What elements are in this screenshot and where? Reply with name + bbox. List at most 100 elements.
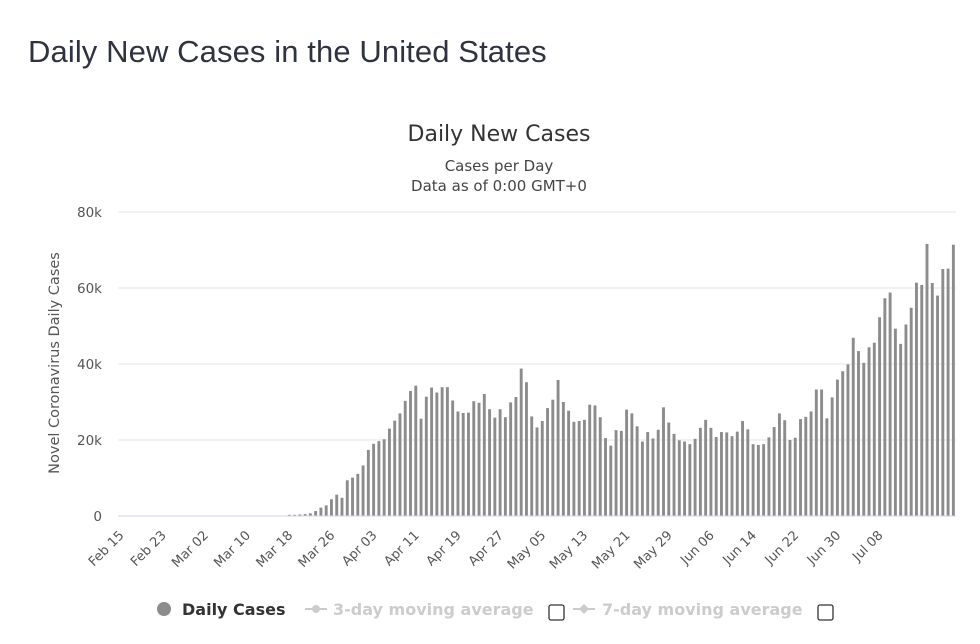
bar[interactable] [936, 295, 939, 516]
legend-checkbox-7-day[interactable] [817, 604, 834, 621]
bar[interactable] [925, 243, 929, 517]
bar[interactable] [741, 421, 744, 516]
bar[interactable] [646, 432, 650, 516]
bar[interactable] [398, 413, 402, 516]
bar[interactable] [330, 499, 333, 516]
bar[interactable] [582, 419, 586, 516]
bar[interactable] [335, 494, 339, 516]
bar[interactable] [899, 343, 903, 516]
bar[interactable] [893, 328, 897, 516]
bar[interactable] [693, 438, 697, 516]
bar[interactable] [287, 514, 291, 516]
bar[interactable] [430, 387, 434, 516]
bar[interactable] [772, 427, 776, 516]
bar[interactable] [503, 417, 507, 516]
bar[interactable] [930, 283, 934, 516]
bar[interactable] [857, 351, 860, 516]
bar[interactable] [793, 437, 797, 516]
bar[interactable] [614, 430, 618, 516]
bar[interactable] [530, 416, 534, 516]
bar[interactable] [888, 292, 892, 516]
bar[interactable] [345, 480, 349, 516]
bar[interactable] [799, 419, 802, 516]
bar[interactable] [435, 392, 439, 517]
bar[interactable] [314, 511, 318, 516]
bar[interactable] [535, 427, 539, 516]
bar[interactable] [698, 427, 702, 516]
legend-checkbox-3-day[interactable] [548, 604, 565, 621]
bar[interactable] [788, 440, 792, 516]
bar[interactable] [835, 379, 839, 516]
bar[interactable] [667, 422, 671, 516]
bar[interactable] [598, 417, 602, 516]
bar[interactable] [567, 410, 571, 516]
bar[interactable] [419, 418, 423, 516]
bar[interactable] [361, 465, 365, 516]
bar[interactable] [756, 444, 760, 516]
bar[interactable] [688, 444, 692, 516]
bar[interactable] [951, 244, 955, 516]
bar[interactable] [488, 409, 492, 516]
bar[interactable] [551, 399, 555, 516]
bar[interactable] [308, 513, 312, 516]
bar[interactable] [662, 407, 665, 516]
bar[interactable] [672, 433, 676, 516]
bar[interactable] [509, 402, 513, 516]
bar[interactable] [767, 437, 771, 516]
bar[interactable] [920, 284, 924, 516]
bar[interactable] [572, 421, 576, 516]
bar[interactable] [630, 413, 634, 516]
bar[interactable] [451, 400, 455, 516]
bar[interactable] [377, 441, 381, 516]
bar[interactable] [540, 421, 544, 516]
bar[interactable] [556, 379, 560, 516]
bar[interactable] [720, 432, 723, 516]
bar[interactable] [498, 409, 502, 516]
bar[interactable] [751, 444, 755, 516]
bar[interactable] [820, 389, 824, 516]
bar[interactable] [461, 413, 465, 516]
bar[interactable] [366, 449, 370, 516]
bar[interactable] [640, 441, 644, 516]
bar[interactable] [604, 438, 607, 516]
bar[interactable] [814, 389, 818, 516]
bar[interactable] [777, 413, 781, 516]
bar[interactable] [609, 445, 613, 516]
legend-item-3-day-average[interactable]: 3-day moving average [305, 600, 534, 619]
bar[interactable] [514, 397, 518, 516]
bar[interactable] [472, 401, 476, 516]
legend-item-7-day-average[interactable]: 7-day moving average [573, 600, 803, 619]
bar[interactable] [293, 514, 297, 516]
bar[interactable] [414, 385, 418, 516]
bar[interactable] [867, 347, 871, 516]
bar[interactable] [883, 298, 887, 516]
bar[interactable] [904, 324, 908, 516]
bar[interactable] [709, 427, 713, 516]
bar[interactable] [830, 397, 834, 516]
bar[interactable] [725, 432, 729, 516]
bar[interactable] [872, 342, 876, 516]
bar[interactable] [588, 404, 592, 516]
bar[interactable] [456, 411, 460, 517]
legend-item-daily-cases[interactable]: Daily Cases [157, 600, 285, 619]
bar[interactable] [735, 431, 739, 516]
bar[interactable] [762, 444, 766, 516]
bar[interactable] [519, 368, 523, 516]
bar[interactable] [683, 441, 687, 516]
bar[interactable] [862, 362, 866, 516]
bar[interactable] [619, 430, 623, 516]
bar[interactable] [382, 439, 386, 516]
bar[interactable] [409, 390, 412, 516]
bar[interactable] [356, 473, 360, 516]
bar[interactable] [915, 282, 918, 516]
bar[interactable] [730, 436, 734, 516]
bar[interactable] [941, 269, 945, 516]
bar[interactable] [783, 420, 787, 516]
bar[interactable] [714, 436, 718, 516]
bar[interactable] [351, 477, 354, 516]
bar[interactable] [909, 307, 913, 516]
bar[interactable] [482, 394, 486, 516]
bar[interactable] [851, 337, 855, 516]
bar[interactable] [635, 426, 639, 516]
bar[interactable] [577, 421, 581, 516]
